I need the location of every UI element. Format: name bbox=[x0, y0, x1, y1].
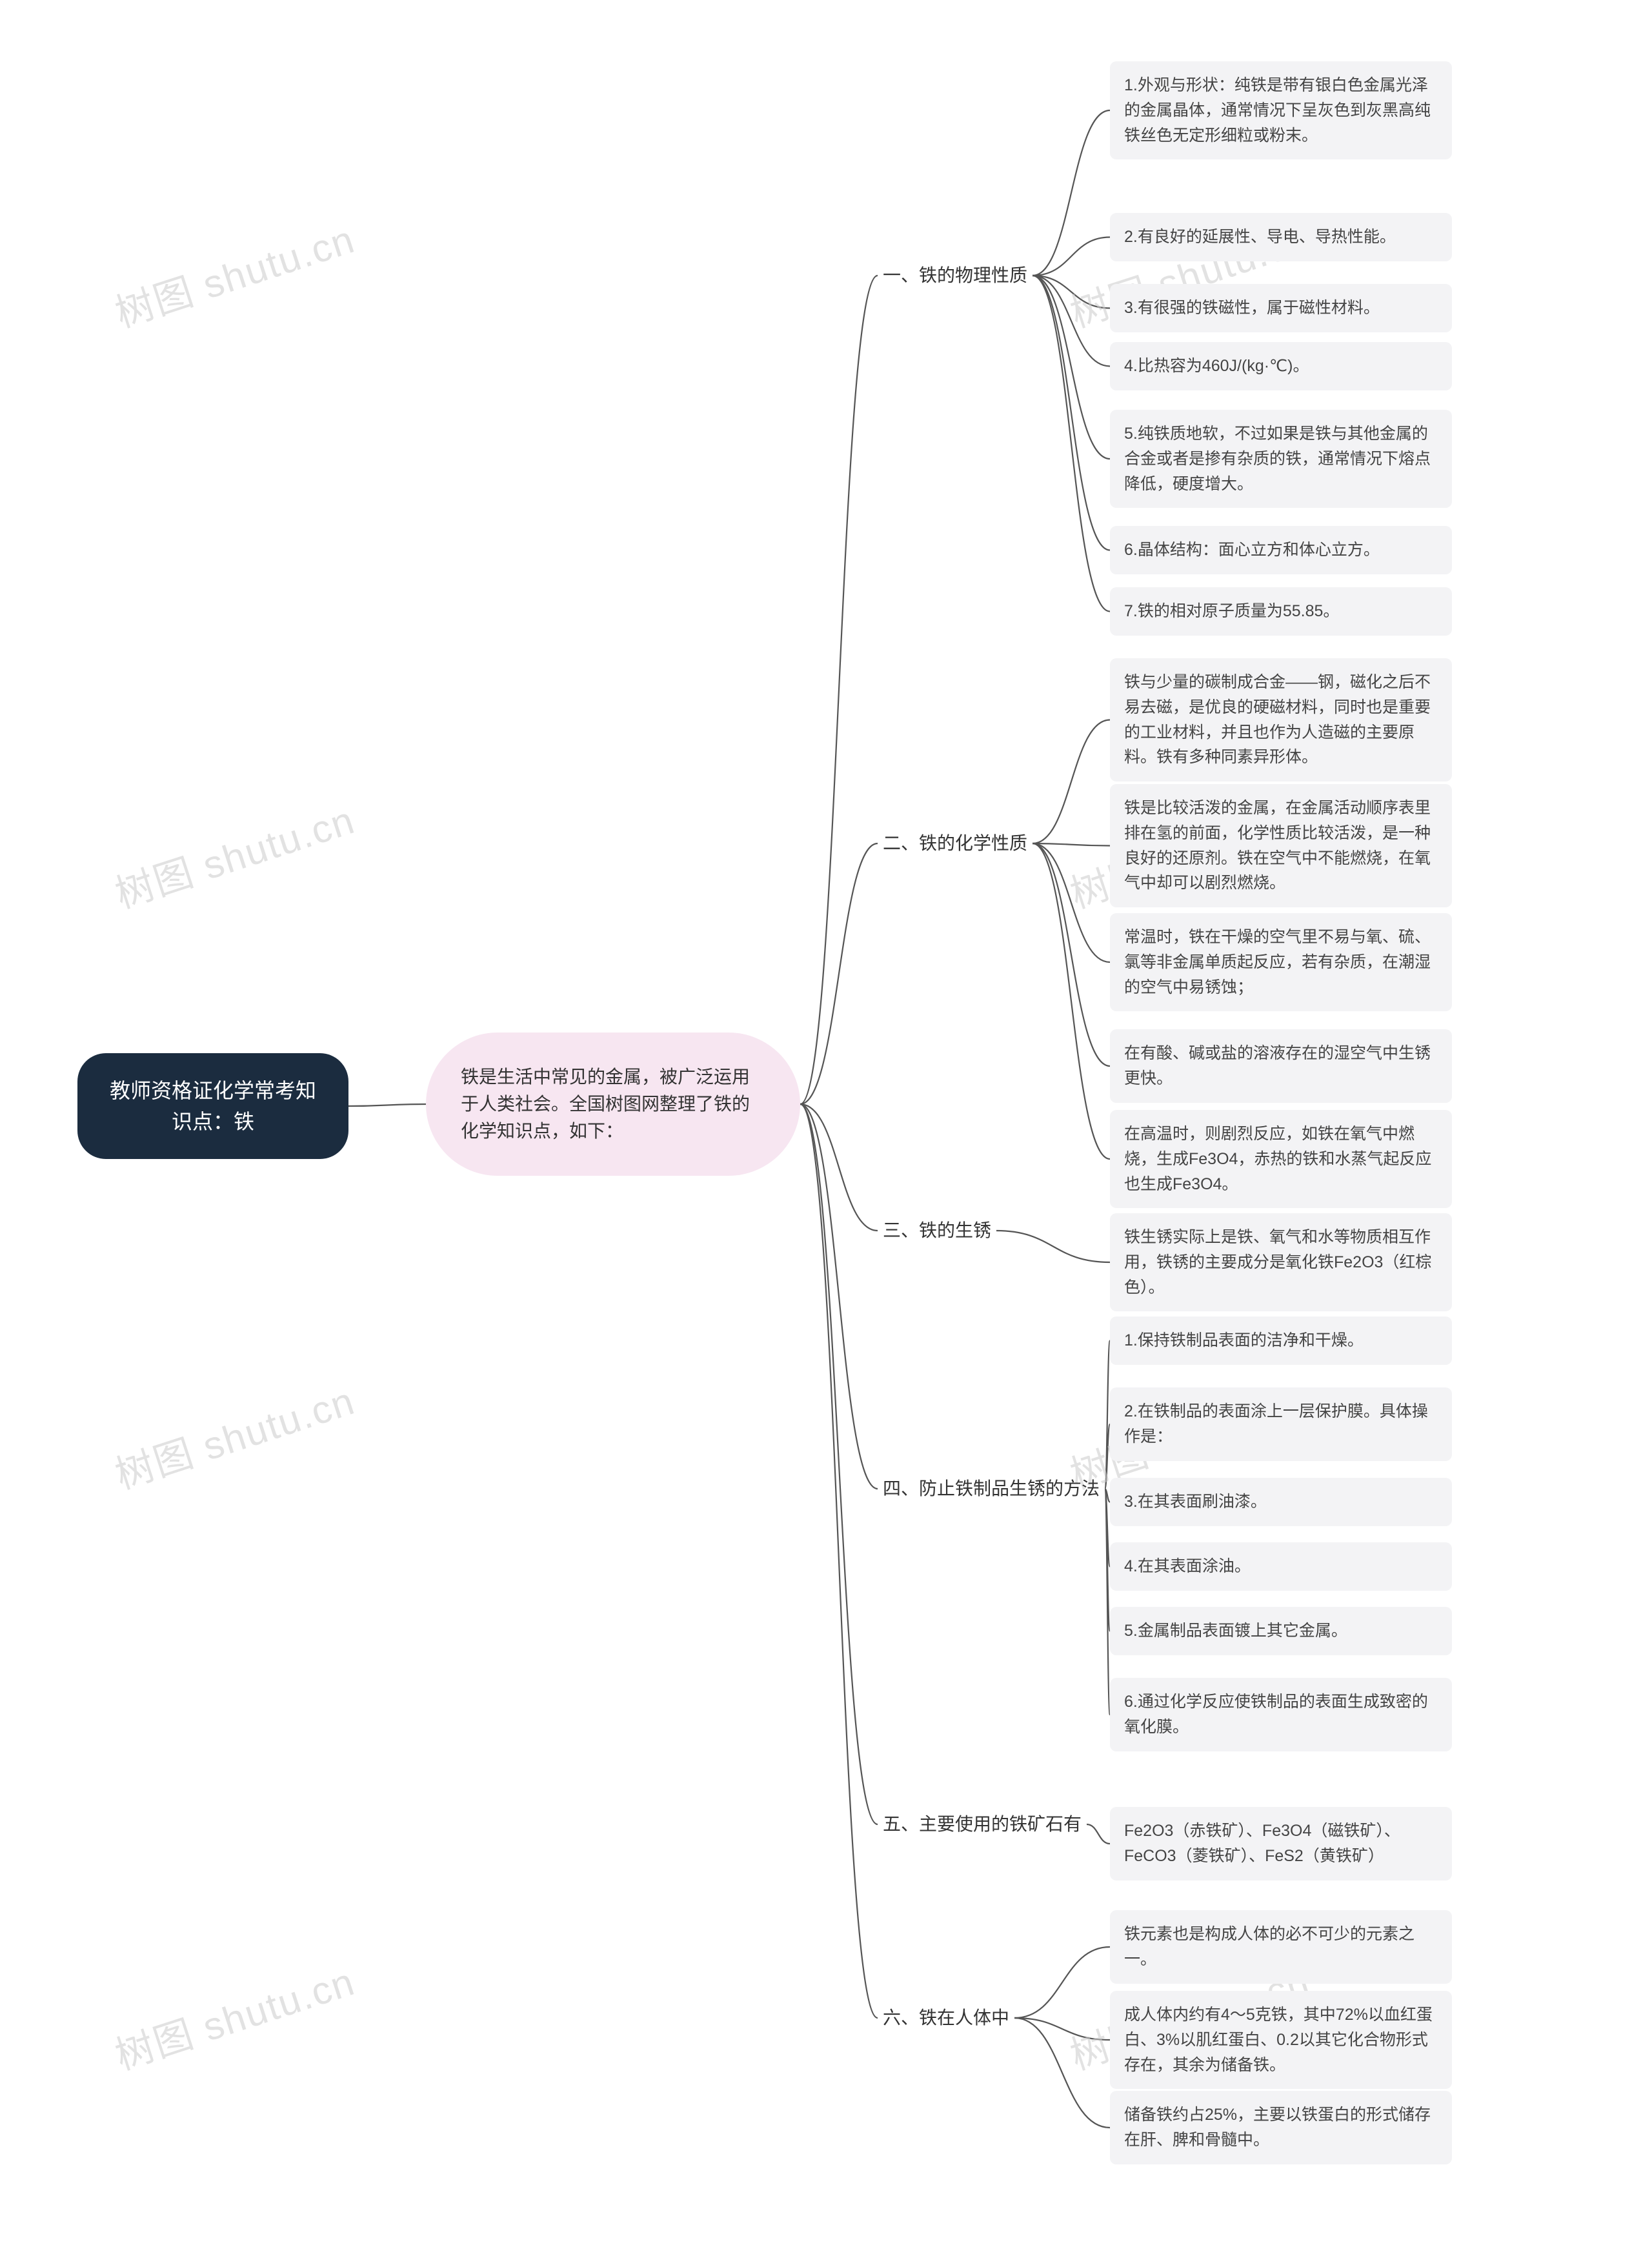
section-label: 三、铁的生锈 bbox=[878, 1213, 996, 1248]
leaf-node: 常温时，铁在干燥的空气里不易与氧、硫、氯等非金属单质起反应，若有杂质，在潮湿的空… bbox=[1110, 913, 1452, 1011]
connector-line bbox=[1105, 1489, 1110, 1567]
leaf-node: 在高温时，则剧烈反应，如铁在氧气中燃烧，生成Fe3O4，赤热的铁和水蒸气起反应也… bbox=[1110, 1110, 1452, 1208]
connector-line bbox=[1105, 1489, 1110, 1631]
mindmap-intro: 铁是生活中常见的金属，被广泛运用于人类社会。全国树图网整理了铁的化学知识点，如下… bbox=[426, 1033, 800, 1176]
leaf-node: 6.晶体结构：面心立方和体心立方。 bbox=[1110, 526, 1452, 574]
connector-line bbox=[1105, 1341, 1110, 1489]
connector-line bbox=[1105, 1489, 1110, 1715]
leaf-node: 4.比热容为460J/(kg·℃)。 bbox=[1110, 342, 1452, 390]
connector-line bbox=[800, 1104, 878, 1824]
leaf-node: Fe2O3（赤铁矿）、Fe3O4（磁铁矿）、FeCO3（菱铁矿）、FeS2（黄铁… bbox=[1110, 1807, 1452, 1880]
leaf-node: 在有酸、碱或盐的溶液存在的湿空气中生锈更快。 bbox=[1110, 1029, 1452, 1103]
section-label: 六、铁在人体中 bbox=[878, 2001, 1014, 2035]
connector-line bbox=[1105, 1424, 1110, 1489]
section-label: 一、铁的物理性质 bbox=[878, 258, 1032, 293]
connector-line bbox=[348, 1104, 426, 1106]
leaf-node: 铁生锈实际上是铁、氧气和水等物质相互作用，铁锈的主要成分是氧化铁Fe2O3（红棕… bbox=[1110, 1213, 1452, 1311]
leaf-node: 储备铁约占25%，主要以铁蛋白的形式储存在肝、脾和骨髓中。 bbox=[1110, 2091, 1452, 2164]
connector-line bbox=[1032, 276, 1110, 550]
leaf-node: 4.在其表面涂油。 bbox=[1110, 1542, 1452, 1591]
connector-line bbox=[1014, 2018, 1110, 2128]
connector-line bbox=[1032, 276, 1110, 308]
connector-line bbox=[1032, 276, 1110, 459]
connector-line bbox=[1032, 276, 1110, 612]
leaf-node: 铁是比较活泼的金属，在金属活动顺序表里排在氢的前面，化学性质比较活泼，是一种良好… bbox=[1110, 784, 1452, 907]
connector-line bbox=[800, 1104, 878, 1231]
leaf-node: 5.金属制品表面镀上其它金属。 bbox=[1110, 1607, 1452, 1655]
watermark: 树图 shutu.cn bbox=[107, 1370, 361, 1500]
watermark: 树图 shutu.cn bbox=[107, 789, 361, 920]
connector-line bbox=[1032, 843, 1110, 962]
leaf-node: 3.有很强的铁磁性，属于磁性材料。 bbox=[1110, 284, 1452, 332]
leaf-node: 3.在其表面刷油漆。 bbox=[1110, 1478, 1452, 1526]
mindmap-root: 教师资格证化学常考知识点：铁 bbox=[77, 1053, 348, 1159]
leaf-node: 1.保持铁制品表面的洁净和干燥。 bbox=[1110, 1316, 1452, 1365]
section-label: 五、主要使用的铁矿石有 bbox=[878, 1807, 1087, 1842]
connector-line bbox=[800, 1104, 878, 1489]
connector-line bbox=[1105, 1489, 1110, 1502]
section-label: 四、防止铁制品生锈的方法 bbox=[878, 1471, 1105, 1506]
connector-line bbox=[800, 843, 878, 1104]
connector-line bbox=[1087, 1824, 1110, 1844]
leaf-node: 铁元素也是构成人体的必不可少的元素之一。 bbox=[1110, 1910, 1452, 1984]
connector-line bbox=[1032, 843, 1110, 1159]
watermark: 树图 shutu.cn bbox=[107, 208, 361, 339]
connector-line bbox=[1032, 843, 1110, 846]
leaf-node: 2.在铁制品的表面涂上一层保护膜。具体操作是： bbox=[1110, 1387, 1452, 1461]
leaf-node: 5.纯铁质地软，不过如果是铁与其他金属的合金或者是掺有杂质的铁，通常情况下熔点降… bbox=[1110, 410, 1452, 508]
connector-line bbox=[800, 276, 878, 1104]
section-label: 二、铁的化学性质 bbox=[878, 826, 1032, 861]
leaf-node: 1.外观与形状：纯铁是带有银白色金属光泽的金属晶体，通常情况下呈灰色到灰黑高纯铁… bbox=[1110, 61, 1452, 159]
connector-line bbox=[1032, 276, 1110, 367]
leaf-node: 7.铁的相对原子质量为55.85。 bbox=[1110, 587, 1452, 636]
leaf-node: 成人体内约有4～5克铁，其中72%以血红蛋白、3%以肌红蛋白、0.2以其它化合物… bbox=[1110, 1991, 1452, 2089]
connector-line bbox=[800, 1104, 878, 2018]
leaf-node: 铁与少量的碳制成合金——钢，磁化之后不易去磁，是优良的硬磁材料，同时也是重要的工… bbox=[1110, 658, 1452, 781]
watermark: 树图 shutu.cn bbox=[107, 1951, 361, 2081]
connector-line bbox=[1032, 843, 1110, 1066]
connector-line bbox=[1032, 720, 1110, 844]
leaf-node: 2.有良好的延展性、导电、导热性能。 bbox=[1110, 213, 1452, 261]
connector-line bbox=[1014, 2018, 1110, 2040]
connector-line bbox=[996, 1231, 1110, 1262]
leaf-node: 6.通过化学反应使铁制品的表面生成致密的氧化膜。 bbox=[1110, 1678, 1452, 1751]
connector-line bbox=[1014, 1947, 1110, 2018]
connector-line bbox=[1032, 110, 1110, 276]
connector-line bbox=[1032, 237, 1110, 276]
